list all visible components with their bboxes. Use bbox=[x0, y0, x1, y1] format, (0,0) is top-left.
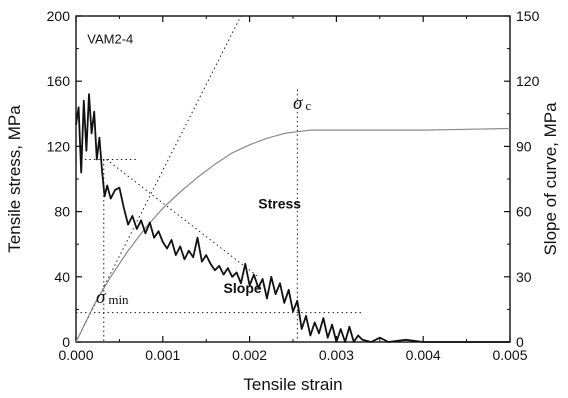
sample-label: VAM2-4 bbox=[87, 32, 133, 47]
y-right-tick-label: 90 bbox=[516, 138, 532, 154]
x-tick-label: 0.000 bbox=[58, 347, 93, 363]
y-left-tick-label: 200 bbox=[47, 8, 71, 24]
y-right-tick-label: 0 bbox=[516, 334, 524, 350]
x-tick-label: 0.004 bbox=[406, 347, 441, 363]
y-right-axis-title: Slope of curve, MPa bbox=[541, 102, 560, 256]
y-left-tick-label: 160 bbox=[47, 73, 71, 89]
x-tick-label: 0.001 bbox=[145, 347, 180, 363]
y-left-tick-label: 80 bbox=[54, 204, 70, 220]
x-tick-label: 0.002 bbox=[232, 347, 267, 363]
series-stress bbox=[75, 127, 511, 343]
y-left-axis-title: Tensile stress, MPa bbox=[5, 105, 24, 253]
annotation-stress: Stress bbox=[258, 195, 301, 211]
y-left-tick-label: 40 bbox=[54, 269, 70, 285]
annotation-slope: Slope bbox=[224, 280, 262, 296]
x-tick-label: 0.005 bbox=[492, 347, 527, 363]
secant-line bbox=[106, 159, 259, 278]
y-left-tick-label: 120 bbox=[47, 138, 71, 154]
x-tick-label: 0.003 bbox=[319, 347, 354, 363]
y-right-tick-label: 60 bbox=[516, 204, 532, 220]
y-left-tick-label: 0 bbox=[62, 334, 70, 350]
y-right-tick-label: 150 bbox=[516, 8, 540, 24]
y-right-tick-label: 30 bbox=[516, 269, 532, 285]
annotation-sigma-min: σ min bbox=[96, 287, 129, 308]
series-slope bbox=[75, 93, 510, 343]
plot-frame bbox=[75, 15, 511, 343]
y-right-tick-label: 120 bbox=[516, 73, 540, 89]
x-axis-title: Tensile strain bbox=[243, 375, 342, 394]
